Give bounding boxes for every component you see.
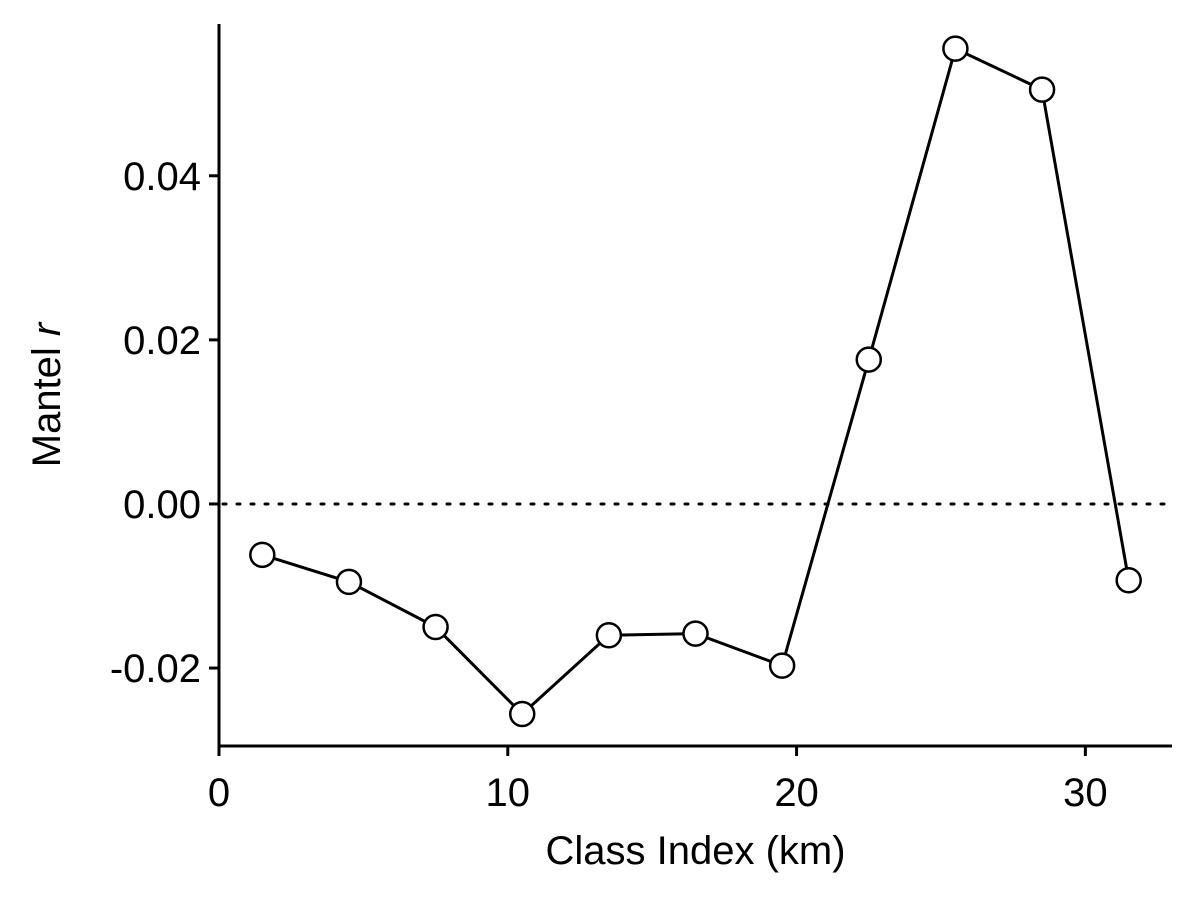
y-tick-label: 0.00 [123,483,201,527]
x-axis-title: Class Index (km) [545,829,845,873]
y-tick-label: -0.02 [110,647,201,691]
x-tick-label: 20 [774,771,819,815]
y-tick-label: 0.04 [123,155,201,199]
data-point [1115,567,1142,594]
data-point [422,613,449,641]
data-point [768,652,796,679]
data-point [249,541,276,569]
y-tick-label: 0.02 [123,319,201,363]
y-axis-ticks: -0.02 0.00 0.02 0.04 [110,155,219,691]
y-axis-title-italic: r [25,321,69,336]
y-axis-title: Mantel r [25,321,69,467]
data-points [249,35,1142,728]
data-point [942,35,969,62]
data-point [1028,76,1056,103]
y-axis-title-main: Mantel [25,336,69,467]
x-tick-label: 0 [208,771,230,815]
plot-area [221,35,1174,728]
x-tick-label: 10 [486,771,531,815]
x-axis-ticks: 0 10 20 30 [208,746,1108,815]
x-tick-label: 30 [1063,771,1108,815]
data-point [595,621,623,649]
data-point [855,346,883,373]
data-point [335,568,363,596]
series-line [261,47,1131,716]
data-point [508,700,536,728]
data-point [682,620,709,647]
